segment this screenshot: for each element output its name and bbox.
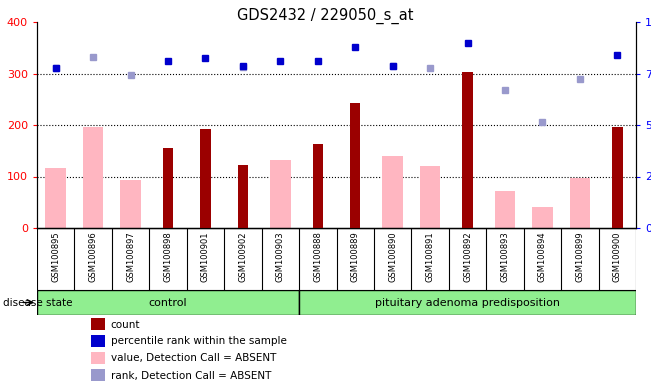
Bar bbox=[570, 178, 590, 228]
Bar bbox=[91, 318, 105, 330]
Bar bbox=[120, 180, 141, 228]
Bar bbox=[37, 290, 299, 315]
Bar bbox=[382, 156, 403, 228]
Bar bbox=[420, 166, 440, 228]
Text: GSM100891: GSM100891 bbox=[426, 231, 435, 282]
Text: GDS2432 / 229050_s_at: GDS2432 / 229050_s_at bbox=[237, 8, 414, 24]
Bar bbox=[201, 129, 211, 228]
Bar bbox=[238, 165, 248, 228]
Text: GSM100893: GSM100893 bbox=[501, 231, 510, 282]
Text: GSM100892: GSM100892 bbox=[463, 231, 472, 282]
Text: GSM100894: GSM100894 bbox=[538, 231, 547, 282]
Text: count: count bbox=[111, 319, 140, 329]
Text: GSM100897: GSM100897 bbox=[126, 231, 135, 282]
Text: GSM100900: GSM100900 bbox=[613, 231, 622, 281]
Text: control: control bbox=[148, 298, 187, 308]
Bar bbox=[91, 369, 105, 381]
Text: GSM100890: GSM100890 bbox=[388, 231, 397, 282]
Bar bbox=[462, 73, 473, 228]
Text: pituitary adenoma predisposition: pituitary adenoma predisposition bbox=[375, 298, 560, 308]
Text: GSM100898: GSM100898 bbox=[163, 231, 173, 282]
Text: GSM100888: GSM100888 bbox=[313, 231, 322, 282]
Bar bbox=[299, 290, 636, 315]
Bar bbox=[163, 148, 173, 228]
Text: value, Detection Call = ABSENT: value, Detection Call = ABSENT bbox=[111, 354, 276, 364]
Text: GSM100902: GSM100902 bbox=[238, 231, 247, 281]
Text: GSM100896: GSM100896 bbox=[89, 231, 98, 282]
Bar bbox=[495, 191, 515, 228]
Text: GSM100903: GSM100903 bbox=[276, 231, 285, 282]
Text: disease state: disease state bbox=[3, 298, 73, 308]
Text: GSM100901: GSM100901 bbox=[201, 231, 210, 281]
Bar bbox=[46, 168, 66, 228]
Bar bbox=[312, 144, 323, 228]
Text: percentile rank within the sample: percentile rank within the sample bbox=[111, 336, 286, 346]
Text: rank, Detection Call = ABSENT: rank, Detection Call = ABSENT bbox=[111, 371, 271, 381]
Text: GSM100895: GSM100895 bbox=[51, 231, 61, 282]
Bar bbox=[91, 335, 105, 347]
Bar bbox=[532, 207, 553, 228]
Bar bbox=[270, 159, 290, 228]
Text: GSM100889: GSM100889 bbox=[351, 231, 360, 282]
Bar bbox=[83, 127, 104, 228]
Bar bbox=[91, 352, 105, 364]
Bar bbox=[612, 127, 622, 228]
Text: GSM100899: GSM100899 bbox=[575, 231, 585, 282]
Bar bbox=[350, 103, 361, 228]
